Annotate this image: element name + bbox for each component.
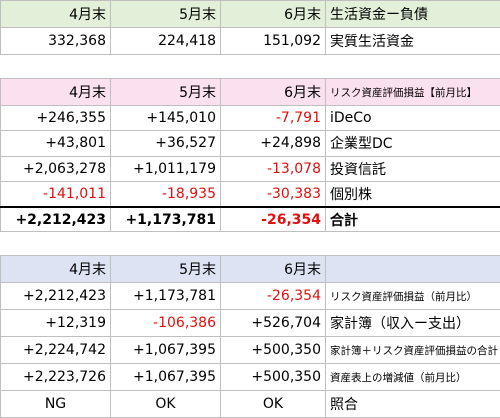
- header-cell: 4月末: [1, 1, 111, 28]
- cell: OK: [111, 391, 221, 418]
- cell: 合計: [326, 207, 500, 232]
- cell: 照合: [326, 391, 500, 418]
- cell: +1,011,179: [111, 156, 221, 181]
- cell: リスク資産評価損益（前月比）: [326, 283, 500, 310]
- cell: +500,350: [221, 364, 326, 391]
- cell: -106,386: [111, 310, 221, 337]
- cell: +24,898: [221, 131, 326, 156]
- cell: 個別株: [326, 181, 500, 206]
- cell: 実質生活資金: [326, 28, 500, 55]
- cell: +1,067,395: [111, 364, 221, 391]
- cell: 家計簿＋リスク資産評価損益の合計: [326, 337, 500, 364]
- cell: 224,418: [111, 28, 221, 55]
- cell: -26,354: [221, 283, 326, 310]
- cell: +1,173,781: [111, 207, 221, 232]
- cell: +2,224,742: [1, 337, 111, 364]
- header-cell: 生活資金ー負債: [326, 1, 500, 28]
- cell: +526,704: [221, 310, 326, 337]
- header-cell: 6月末: [221, 79, 326, 106]
- cell: 投資信託: [326, 156, 500, 181]
- cell: +2,212,423: [1, 207, 111, 232]
- cell: -141,011: [1, 181, 111, 206]
- cell: +145,010: [111, 106, 221, 131]
- cell: -18,935: [111, 181, 221, 206]
- cell: iDeCo: [326, 106, 500, 131]
- header-cell: 5月末: [111, 256, 221, 283]
- cell: +43,801: [1, 131, 111, 156]
- cell: 資産表上の増減値（前月比）: [326, 364, 500, 391]
- cell: +246,355: [1, 106, 111, 131]
- header-cell: リスク資産評価損益【前月比】: [326, 79, 500, 106]
- cell: 332,368: [1, 28, 111, 55]
- cell: +2,212,423: [1, 283, 111, 310]
- cell: +2,063,278: [1, 156, 111, 181]
- header-cell: 5月末: [111, 1, 221, 28]
- cell: -30,383: [221, 181, 326, 206]
- header-cell: 6月末: [221, 256, 326, 283]
- header-cell: 5月末: [111, 79, 221, 106]
- cell: +500,350: [221, 337, 326, 364]
- cell: OK: [221, 391, 326, 418]
- header-cell: 4月末: [1, 79, 111, 106]
- header-cell: 6月末: [221, 1, 326, 28]
- cell: NG: [1, 391, 111, 418]
- header-cell: 4月末: [1, 256, 111, 283]
- cell: -26,354: [221, 207, 326, 232]
- cell: 151,092: [221, 28, 326, 55]
- cell: 企業型DC: [326, 131, 500, 156]
- header-cell: [326, 256, 500, 283]
- cell: 家計簿（収入ー支出）: [326, 310, 500, 337]
- cell: +1,173,781: [111, 283, 221, 310]
- cell: -7,791: [221, 106, 326, 131]
- cell: -13,078: [221, 156, 326, 181]
- cell: +2,223,726: [1, 364, 111, 391]
- cell: +1,067,395: [111, 337, 221, 364]
- cell: +36,527: [111, 131, 221, 156]
- cell: +12,319: [1, 310, 111, 337]
